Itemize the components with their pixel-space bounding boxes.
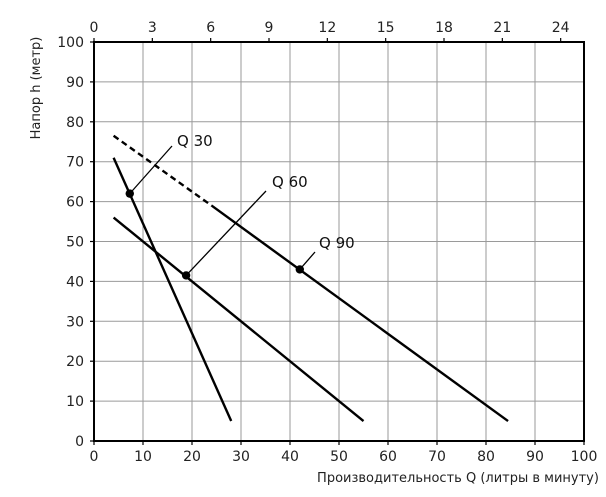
series-label: Q 90 bbox=[319, 234, 355, 252]
y-tick-label: 0 bbox=[75, 434, 84, 450]
x-tick-label: 10 bbox=[134, 449, 152, 465]
top-tick-label: 0 bbox=[90, 20, 99, 36]
series-line bbox=[210, 204, 509, 423]
top-tick-label: 21 bbox=[493, 20, 511, 36]
y-tick-label: 100 bbox=[57, 35, 84, 51]
x-tick-label: 40 bbox=[281, 449, 299, 465]
callout-line bbox=[129, 145, 173, 195]
x-tick-label: 60 bbox=[379, 449, 397, 465]
series-line bbox=[112, 157, 233, 422]
top-tick-label: 6 bbox=[206, 20, 215, 36]
series-label: Q 30 bbox=[177, 132, 213, 150]
x-tick-label: 20 bbox=[183, 449, 201, 465]
x-tick-label: 50 bbox=[330, 449, 348, 465]
y-axis-title: Напор h (метр) bbox=[29, 37, 44, 140]
top-tick-label: 12 bbox=[318, 20, 336, 36]
y-tick-label: 20 bbox=[66, 354, 84, 370]
x-tick-label: 90 bbox=[526, 449, 544, 465]
x-tick-label: 80 bbox=[477, 449, 495, 465]
tick-labels: 0 10 20 30 40 50 60 70 80 90 100010203040506070809… bbox=[57, 20, 597, 465]
top-tick-label: 3 bbox=[148, 20, 157, 36]
y-tick-label: 80 bbox=[66, 115, 84, 131]
top-tick-label: 9 bbox=[265, 20, 274, 36]
series-labels: Q 30 Q 60 Q 90 bbox=[129, 132, 355, 276]
x-tick-label: 30 bbox=[232, 449, 250, 465]
series-line bbox=[112, 216, 365, 422]
x-tick-label: 0 bbox=[90, 449, 99, 465]
y-tick-label: 40 bbox=[66, 274, 84, 290]
y-tick-label: 10 bbox=[66, 394, 84, 410]
x-tick-label: 70 bbox=[428, 449, 446, 465]
plot-frame bbox=[93, 41, 585, 442]
series-label: Q 60 bbox=[272, 173, 308, 191]
callout-line bbox=[185, 190, 267, 276]
top-tick-label: 15 bbox=[377, 20, 395, 36]
top-tick-label: 24 bbox=[552, 20, 570, 36]
grid bbox=[94, 42, 584, 441]
x-tick-label: 100 bbox=[571, 449, 598, 465]
y-tick-label: 90 bbox=[66, 75, 84, 91]
y-tick-label: 50 bbox=[66, 235, 84, 251]
y-tick-label: 60 bbox=[66, 195, 84, 211]
series-dashed-extension bbox=[112, 134, 213, 207]
y-tick-label: 30 bbox=[66, 314, 84, 330]
y-tick-label: 70 bbox=[66, 155, 84, 171]
callout-line bbox=[299, 251, 316, 270]
x-axis-title: Производительность Q (литры в минуту) bbox=[317, 471, 599, 486]
series-group bbox=[112, 134, 509, 423]
top-tick-label: 18 bbox=[435, 20, 453, 36]
